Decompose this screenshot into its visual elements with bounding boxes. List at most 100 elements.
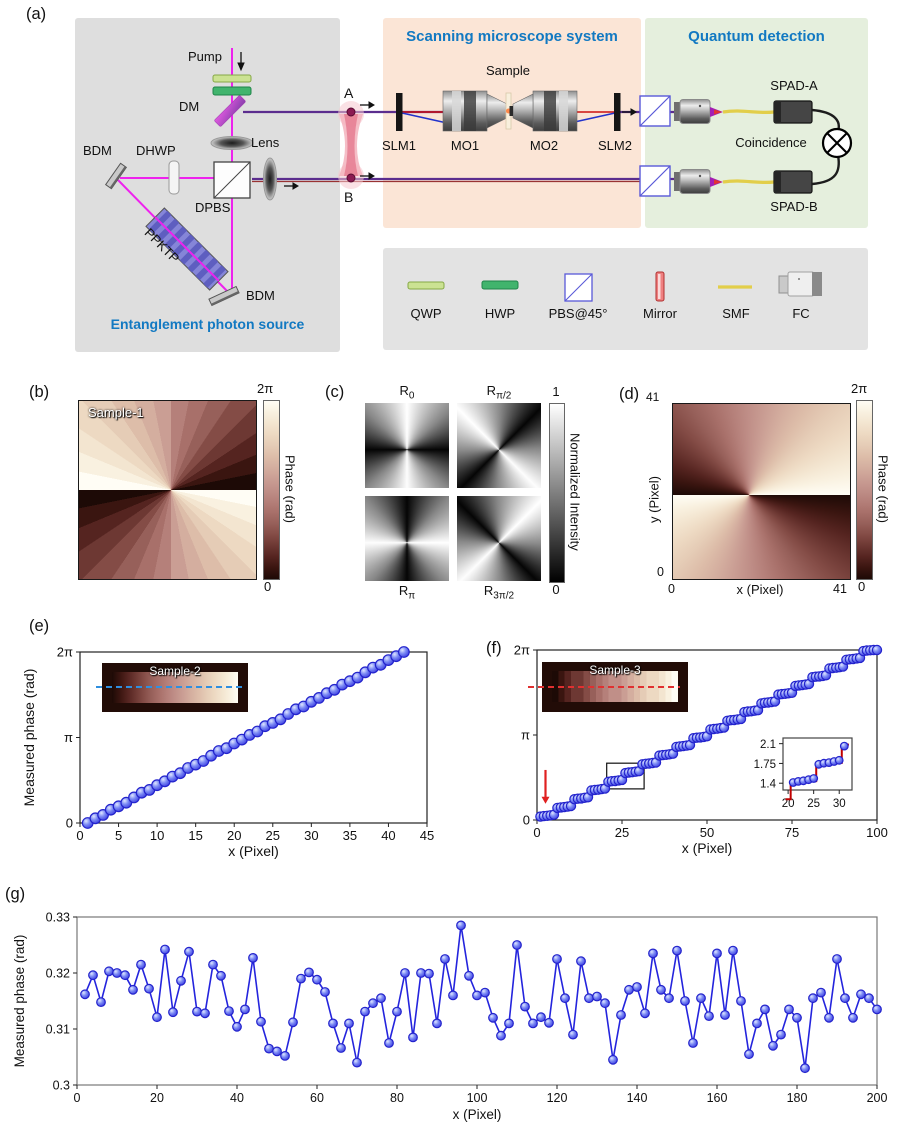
axis-frame: [782, 737, 853, 791]
data-point: [664, 993, 674, 1004]
y-tick-label: 1.75: [754, 759, 776, 771]
data-point: [632, 982, 642, 992]
legend-label-pbs45: PBS@45°: [548, 306, 608, 321]
legend-label-smf: SMF: [722, 306, 750, 321]
data-point: [256, 1016, 266, 1027]
d-ytick-max: 41: [646, 390, 660, 404]
d-xtick-min: 0: [668, 582, 675, 596]
slm1-icon: [396, 93, 403, 131]
x-tick-label: 100: [467, 1091, 488, 1105]
x-tick-label: 160: [707, 1091, 728, 1105]
x-tick-label: 40: [230, 1091, 244, 1105]
d-ylabel: y (Pixel): [646, 476, 662, 524]
data-point: [528, 1018, 538, 1029]
phase-colorbar-b: [263, 400, 280, 580]
legend-label-qwp: QWP: [410, 306, 442, 321]
y-tick-label: 0.31: [46, 1023, 70, 1037]
zoom-region-rect: [606, 762, 645, 790]
data-point: [696, 993, 706, 1004]
cbar-c-max: 1: [552, 384, 560, 399]
ppktp-icon: [145, 207, 229, 291]
data-point: [496, 1030, 506, 1041]
data-point: [272, 1046, 282, 1057]
data-point: [296, 973, 306, 984]
smf-top-icon: [722, 109, 775, 115]
dpbs-icon: [213, 161, 251, 199]
data-point: [120, 970, 130, 981]
data-point: [184, 946, 194, 957]
x-tick-label: 35: [343, 828, 357, 843]
x-tick-label: 10: [150, 828, 164, 843]
data-point: [360, 1006, 370, 1017]
dm-label: DM: [179, 99, 200, 114]
data-point: [88, 970, 98, 981]
x-tick-label: 0: [533, 825, 540, 840]
data-point: [840, 993, 850, 1004]
detection-title: Quantum detection: [688, 28, 825, 45]
data-point: [440, 954, 450, 964]
sample1-phase-image: [78, 400, 257, 580]
x-tick-label: 20: [227, 828, 241, 843]
x-tick-label: 100: [866, 825, 888, 840]
data-point: [136, 959, 146, 970]
pbs45-bottom-icon: [639, 165, 671, 197]
data-point: [824, 1012, 834, 1023]
wire-b: [811, 154, 840, 186]
y-tick-label: 2π: [57, 645, 73, 660]
data-point: [760, 1004, 770, 1015]
data-point: [304, 967, 314, 978]
data-point: [808, 993, 818, 1004]
dhwp-label: DHWP: [136, 143, 176, 158]
x-tick-label: 50: [700, 825, 714, 840]
qwp-icon: [212, 74, 252, 83]
data-point: [608, 1054, 618, 1065]
hwp-icon: [212, 86, 252, 96]
legend-hwp-icon: [481, 280, 519, 290]
data-point: [712, 948, 722, 959]
data-point: [168, 1007, 178, 1018]
data-point: [336, 1043, 346, 1053]
data-point: [480, 987, 490, 998]
rpi2-label: Rπ/2: [486, 383, 512, 402]
y-axis-label: Measured phase (rad): [21, 669, 37, 807]
legend-label-hwp: HWP: [484, 306, 516, 321]
data-point: [144, 983, 154, 994]
bdm-left-label: BDM: [83, 143, 112, 158]
data-point: [816, 987, 826, 998]
y-tick-label: 2.1: [760, 739, 776, 751]
optical-setup-diagram: [104, 48, 853, 307]
chart-g: 0 20 40 60 80 100 120 140 160 180 200 0.3 0.31 0.32 0.…: [12, 911, 887, 1123]
fiber-coupler-bottom-icon: [673, 169, 724, 194]
data-point: [600, 998, 610, 1009]
cbar-b-title: Phase (rad): [282, 455, 298, 523]
source-title: Entanglement photon source: [110, 316, 305, 332]
data-point: [176, 975, 186, 986]
bdm-bottom-icon: [208, 285, 240, 307]
measured-phase-image: [672, 403, 851, 580]
data-point: [680, 996, 690, 1006]
x-tick-label: 75: [785, 825, 799, 840]
data-point: [416, 968, 426, 978]
data-point: [232, 1021, 242, 1032]
data-point: [344, 1018, 354, 1029]
slm2-label: SLM2: [598, 138, 632, 153]
data-point: [464, 970, 474, 981]
data-point: [216, 970, 226, 981]
data-point: [871, 644, 883, 656]
y-tick-label: 0: [523, 813, 530, 828]
data-point: [800, 1063, 810, 1074]
data-point: [784, 1004, 794, 1015]
x-tick-label: 0: [74, 1091, 81, 1105]
x-tick-label: 25: [266, 828, 280, 843]
data-point: [512, 940, 522, 950]
cbar-d-min: 0: [858, 579, 866, 594]
pump-label: Pump: [188, 49, 222, 64]
data-point: [809, 774, 819, 783]
data-point: [792, 1012, 802, 1023]
data-point: [768, 1040, 778, 1051]
data-point: [728, 945, 738, 956]
y-tick-label: 0: [66, 816, 73, 831]
data-point: [248, 952, 258, 963]
data-point: [424, 968, 434, 979]
